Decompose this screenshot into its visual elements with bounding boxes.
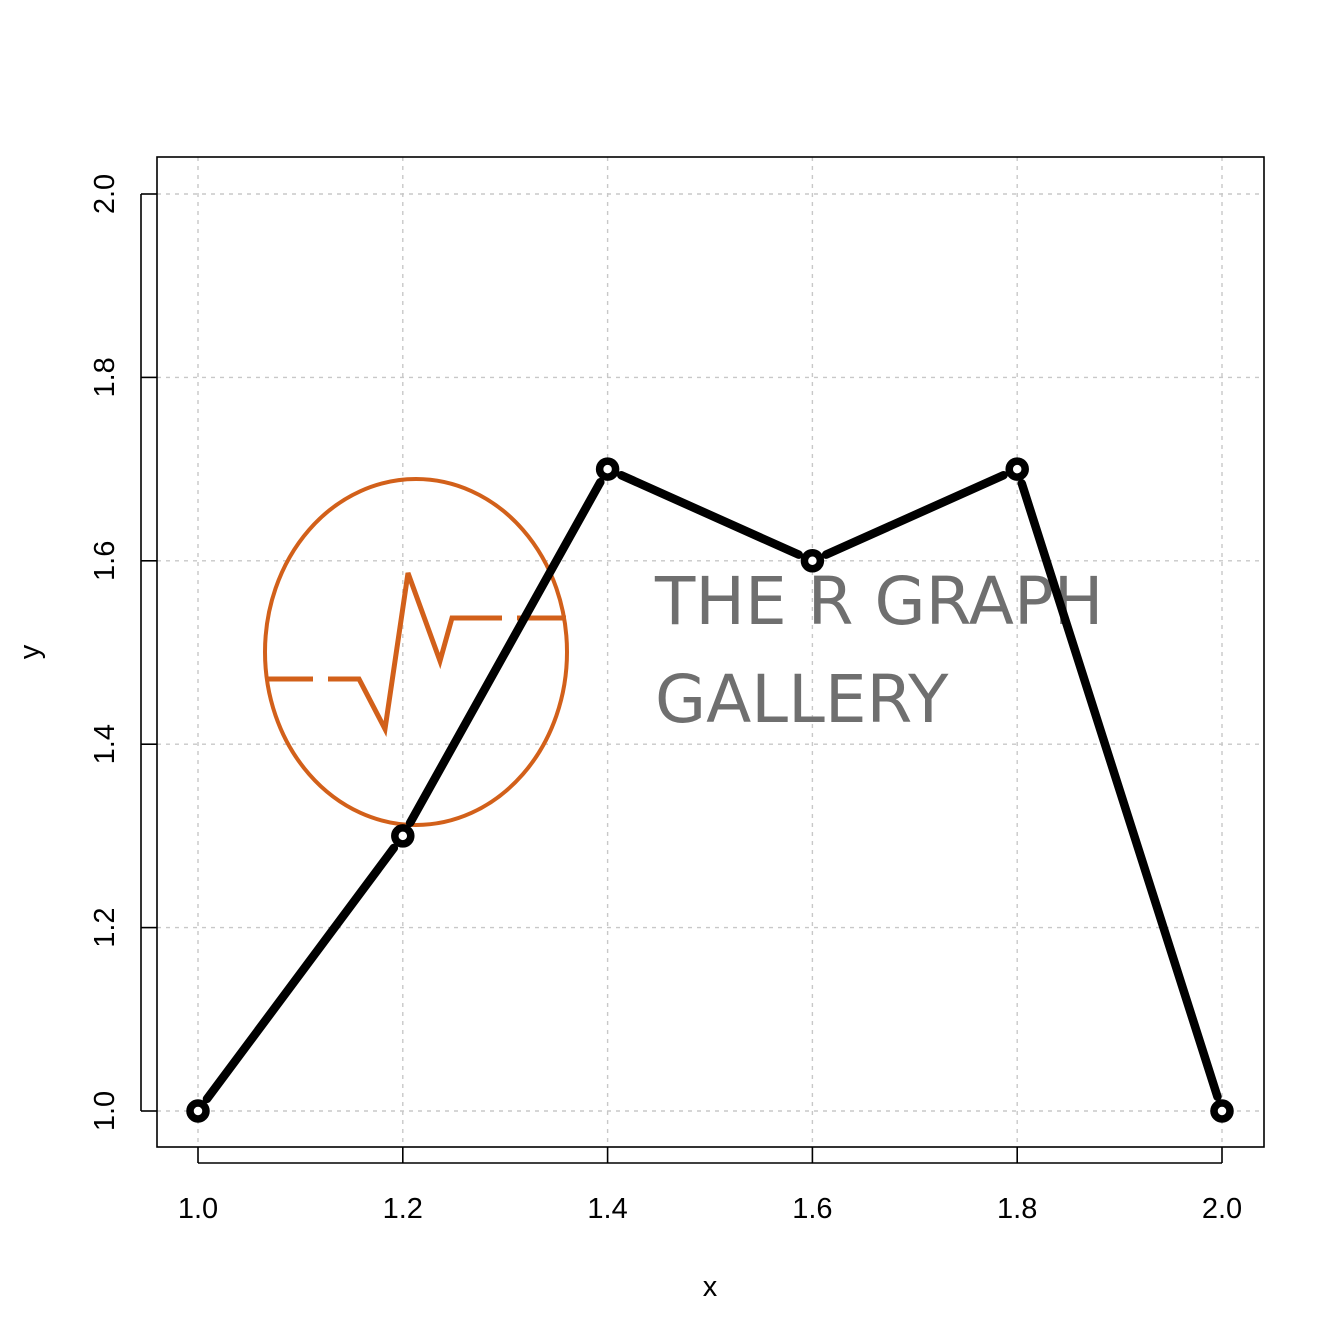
- watermark-circle: [263, 477, 569, 827]
- series-line-segment: [1017, 479, 1222, 1101]
- y-axis: 1.0 1.2 1.4 1.6 1.8 2.0: [89, 174, 157, 1131]
- data-point: [1210, 1099, 1234, 1123]
- x-tick-label: 1.0: [178, 1193, 218, 1225]
- watermark-text-line2: GALLERY: [655, 661, 949, 738]
- watermark-text-line1: THE R GRAPH: [654, 563, 1103, 640]
- data-point: [1005, 457, 1029, 481]
- watermark-pulse-line: [328, 572, 502, 738]
- x-tick-label: 1.8: [997, 1193, 1037, 1225]
- y-tick-label: 1.4: [89, 724, 121, 764]
- y-tick-label: 2.0: [89, 174, 121, 214]
- data-point: [800, 549, 825, 573]
- series-line-segment: [202, 843, 399, 1104]
- x-tick-label: 2.0: [1202, 1193, 1242, 1225]
- x-axis-label: x: [703, 1271, 718, 1303]
- data-point: [186, 1099, 210, 1123]
- x-tick-label: 1.6: [792, 1193, 832, 1225]
- y-axis-label: y: [14, 644, 46, 659]
- x-axis: 1.0 1.2 1.4 1.6 1.8 2.0: [178, 1147, 1242, 1225]
- grid: [157, 157, 1264, 1147]
- series-line-segment: [821, 470, 1008, 559]
- x-tick-label: 1.2: [383, 1193, 423, 1225]
- y-tick-label: 1.8: [89, 357, 121, 397]
- series-line-segment: [617, 470, 803, 559]
- y-tick-label: 1.2: [89, 907, 121, 947]
- data-point: [391, 824, 415, 848]
- watermark-logo: THE R GRAPH GALLERY: [263, 477, 1103, 827]
- series-line-segment: [405, 477, 605, 828]
- x-tick-label: 1.4: [587, 1193, 627, 1225]
- plot-frame: [156, 156, 1265, 1148]
- y-tick-label: 1.0: [89, 1091, 121, 1131]
- series-layer: [186, 457, 1234, 1123]
- y-tick-label: 1.6: [89, 541, 121, 581]
- data-point: [595, 457, 620, 481]
